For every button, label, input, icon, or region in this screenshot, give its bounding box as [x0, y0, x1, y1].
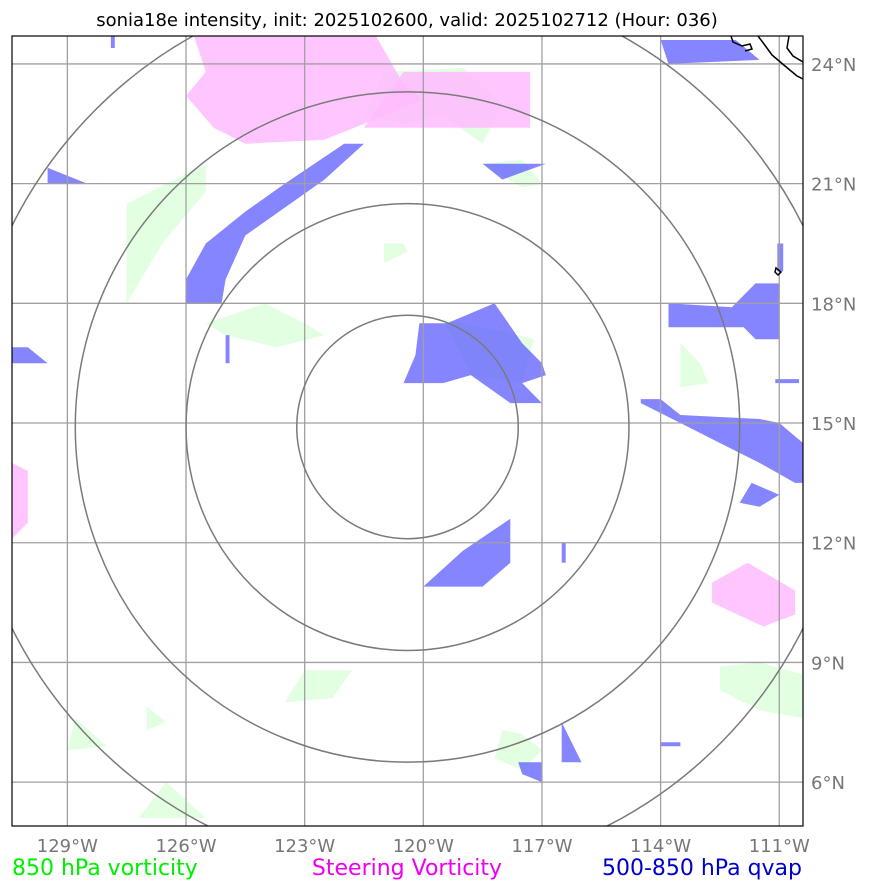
steering-vorticity-area: [12, 462, 28, 539]
latitude-axis: 24°N 21°N 18°N 15°N 12°N 9°N 6°N: [811, 55, 856, 794]
coastline: [730, 36, 803, 277]
qvap-area: [739, 482, 780, 507]
steering-vorticity-area: [712, 562, 796, 627]
vorticity-850-area: [284, 670, 353, 703]
qvap-area: [110, 36, 115, 48]
lon-tick-label: 123°W: [274, 836, 335, 857]
lon-tick-label: 120°W: [393, 836, 454, 857]
qvap-layer: [12, 36, 803, 783]
qvap-area: [47, 167, 88, 184]
qvap-area: [12, 347, 48, 364]
qvap-area: [561, 542, 566, 563]
legend-vorticity-850: 850 hPa vorticity: [12, 856, 198, 881]
qvap-area: [403, 303, 546, 404]
vorticity-850-area: [67, 718, 107, 751]
map-frame: [11, 35, 804, 827]
qvap-area: [186, 143, 364, 304]
lat-tick-label: 18°N: [811, 294, 856, 315]
qvap-area: [660, 40, 760, 64]
qvap-area: [668, 283, 780, 340]
graticule: [12, 36, 803, 826]
vorticity-850-area: [719, 662, 803, 719]
lat-tick-label: 24°N: [811, 55, 856, 76]
qvap-area: [660, 742, 681, 747]
lon-tick-label: 129°W: [37, 836, 98, 857]
legend-qvap: 500-850 hPa qvap: [602, 856, 802, 881]
lon-tick-label: 126°W: [155, 836, 216, 857]
vorticity-850-area: [680, 343, 709, 388]
qvap-area: [777, 243, 784, 272]
vorticity-850-area: [494, 730, 542, 771]
range-ring: [74, 91, 741, 763]
lon-tick-label: 114°W: [630, 836, 691, 857]
vorticity-850-area: [146, 706, 167, 731]
figure-title: sonia18e intensity, init: 2025102600, va…: [96, 10, 718, 31]
lat-tick-label: 21°N: [811, 175, 856, 196]
range-ring: [185, 202, 630, 652]
qvap-area: [225, 335, 230, 364]
qvap-area: [775, 379, 799, 384]
longitude-axis: 129°W 126°W 123°W 120°W 117°W 114°W 111°W: [37, 836, 810, 857]
qvap-area: [561, 722, 582, 763]
range-ring: [296, 314, 519, 540]
range-rings: [12, 36, 803, 826]
steering-vorticity-layer: [12, 36, 796, 627]
qvap-area: [640, 399, 803, 483]
lon-tick-label: 111°W: [749, 836, 810, 857]
lon-tick-label: 117°W: [511, 836, 572, 857]
lat-tick-label: 9°N: [811, 653, 845, 674]
vorticity-850-area: [205, 303, 325, 348]
qvap-area: [423, 518, 511, 587]
lat-tick-label: 6°N: [811, 773, 845, 794]
vorticity-850-area: [383, 243, 408, 264]
lat-tick-label: 15°N: [811, 414, 856, 435]
legend-steering-vorticity: Steering Vorticity: [312, 856, 502, 881]
map-plot-area: [12, 36, 803, 826]
vorticity-850-area: [138, 782, 206, 818]
qvap-area: [482, 163, 546, 180]
qvap-area: [518, 762, 542, 783]
lat-tick-label: 12°N: [811, 534, 856, 555]
steering-vorticity-area: [364, 71, 531, 128]
